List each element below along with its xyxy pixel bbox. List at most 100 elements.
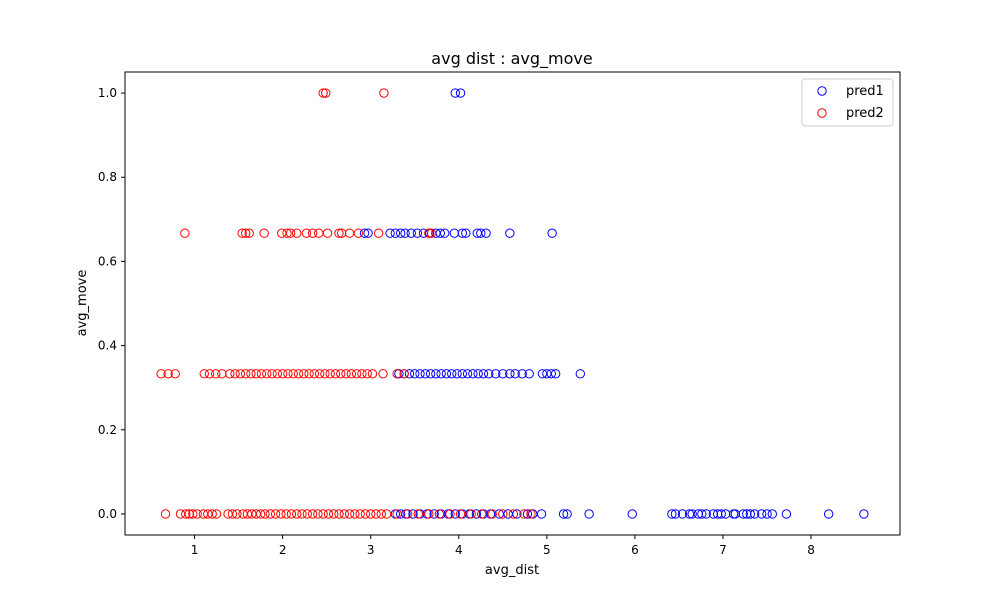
scatter-point: [227, 509, 238, 519]
legend-label: pred2: [846, 106, 884, 121]
scatter-point: [211, 369, 221, 379]
scatter-point: [330, 369, 341, 379]
scatter-point: [410, 369, 420, 379]
scatter-point: [301, 228, 312, 238]
scatter-point: [334, 509, 344, 519]
scatter-point: [749, 509, 760, 519]
y-tick-label: 1.0: [98, 86, 117, 100]
scatter-point: [455, 88, 466, 98]
scatter-point: [476, 509, 487, 519]
scatter-point: [505, 228, 515, 238]
scatter-point: [455, 509, 466, 519]
scatter-point: [522, 509, 533, 519]
scatter-point: [395, 228, 406, 238]
scatter-point: [225, 369, 235, 379]
scatter-point: [230, 369, 240, 379]
scatter-point: [277, 369, 288, 379]
x-axis-label: avg_dist: [485, 563, 539, 578]
scatter-point: [313, 509, 323, 519]
scatter-point: [781, 509, 792, 519]
scatter-point: [323, 509, 334, 519]
scatter-point: [309, 369, 320, 379]
scatter-point: [276, 509, 286, 519]
legend-label: pred1: [846, 84, 884, 99]
y-tick-label: 0.8: [98, 170, 117, 184]
scatter-point: [478, 369, 489, 379]
scatter-point: [292, 228, 302, 238]
scatter-point: [160, 509, 171, 519]
series-pred2: [156, 88, 536, 519]
scatter-point: [404, 369, 415, 379]
scatter-point: [424, 509, 434, 519]
scatter-point: [272, 369, 283, 379]
scatter-point: [429, 509, 439, 519]
scatter-point: [473, 369, 483, 379]
x-tick-label: 3: [367, 543, 375, 557]
scatter-point: [321, 88, 331, 98]
scatter-point: [240, 228, 251, 238]
scatter-point: [627, 509, 637, 519]
scatter-point: [336, 369, 346, 379]
scatter-point: [447, 369, 457, 379]
scatter-point: [431, 369, 441, 379]
scatter-point: [156, 369, 166, 379]
scatter-point: [457, 228, 468, 238]
scatter-point: [424, 228, 434, 238]
scatter-point: [481, 228, 491, 238]
scatter-point: [558, 509, 569, 519]
scatter-point: [390, 228, 401, 238]
scatter-point: [575, 369, 586, 379]
y-tick-label: 0.6: [98, 254, 117, 268]
scatter-point: [307, 228, 318, 238]
scatter-point: [288, 369, 298, 379]
scatter-point: [351, 369, 362, 379]
scatter-point: [498, 369, 508, 379]
scatter-point: [170, 369, 180, 379]
scatter-point: [362, 369, 372, 379]
scatter-point: [192, 509, 202, 519]
scatter-point: [355, 509, 365, 519]
scatter-point: [359, 228, 370, 238]
series-pred1: [359, 88, 869, 519]
scatter-point: [584, 509, 594, 519]
scatter-point: [519, 509, 529, 519]
scatter-point: [667, 509, 677, 519]
scatter-point: [244, 228, 254, 238]
scatter-point: [357, 369, 367, 379]
scatter-point: [353, 228, 364, 238]
scatter-point: [425, 369, 436, 379]
scatter-point: [471, 509, 482, 519]
scatter-point: [267, 369, 277, 379]
scatter-point: [426, 228, 437, 238]
scatter-point: [510, 369, 520, 379]
scatter-point: [491, 369, 501, 379]
scatter-point: [320, 369, 330, 379]
scatter-point: [528, 509, 538, 519]
scatter-point: [378, 369, 388, 379]
scatter-point: [350, 509, 360, 519]
scatter-point: [505, 369, 515, 379]
y-tick-label: 0.0: [98, 507, 117, 521]
scatter-point: [379, 88, 389, 98]
scatter-point: [420, 369, 431, 379]
scatter-point: [204, 369, 215, 379]
scatter-point: [304, 369, 314, 379]
scatter-point: [322, 228, 333, 238]
scatter-point: [461, 228, 471, 238]
scatter-point: [314, 369, 325, 379]
scatter-points: [156, 88, 869, 519]
scatter-point: [363, 228, 373, 238]
scatter-point: [468, 369, 478, 379]
scatter-point: [285, 228, 296, 238]
y-axis-ticks: 0.0 0.2 0.4 0.6 0.8 1.0: [98, 86, 125, 521]
scatter-point: [302, 509, 313, 519]
scatter-point: [265, 509, 276, 519]
scatter-point: [373, 228, 384, 238]
scatter-point: [823, 509, 834, 519]
scatter-point: [670, 509, 681, 519]
x-tick-label: 4: [455, 543, 463, 557]
scatter-point: [366, 509, 376, 519]
scatter-point: [246, 369, 256, 379]
scatter-point: [163, 369, 173, 379]
scatter-point: [445, 509, 455, 519]
